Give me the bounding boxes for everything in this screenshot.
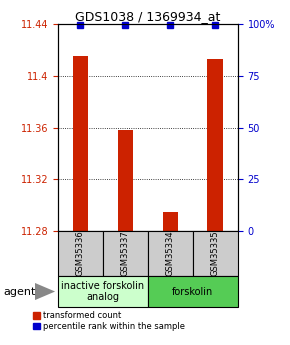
Title: GDS1038 / 1369934_at: GDS1038 / 1369934_at	[75, 10, 221, 23]
Bar	[72, 57, 88, 231]
Polygon shape	[35, 283, 55, 300]
Text: GSM35335: GSM35335	[211, 231, 220, 276]
Bar	[117, 130, 133, 231]
Bar	[103, 231, 148, 276]
Bar	[162, 212, 178, 231]
Text: GSM35337: GSM35337	[121, 231, 130, 276]
Text: inactive forskolin
analog: inactive forskolin analog	[61, 281, 144, 302]
Bar	[58, 231, 103, 276]
Text: GSM35336: GSM35336	[76, 231, 85, 276]
Bar	[193, 231, 238, 276]
Bar	[58, 276, 148, 307]
Legend: transformed count, percentile rank within the sample: transformed count, percentile rank withi…	[33, 311, 185, 331]
Text: GSM35334: GSM35334	[166, 231, 175, 276]
Text: agent: agent	[3, 287, 35, 296]
Bar	[148, 276, 238, 307]
Bar	[148, 231, 193, 276]
Bar	[207, 59, 223, 231]
Text: forskolin: forskolin	[172, 287, 213, 296]
